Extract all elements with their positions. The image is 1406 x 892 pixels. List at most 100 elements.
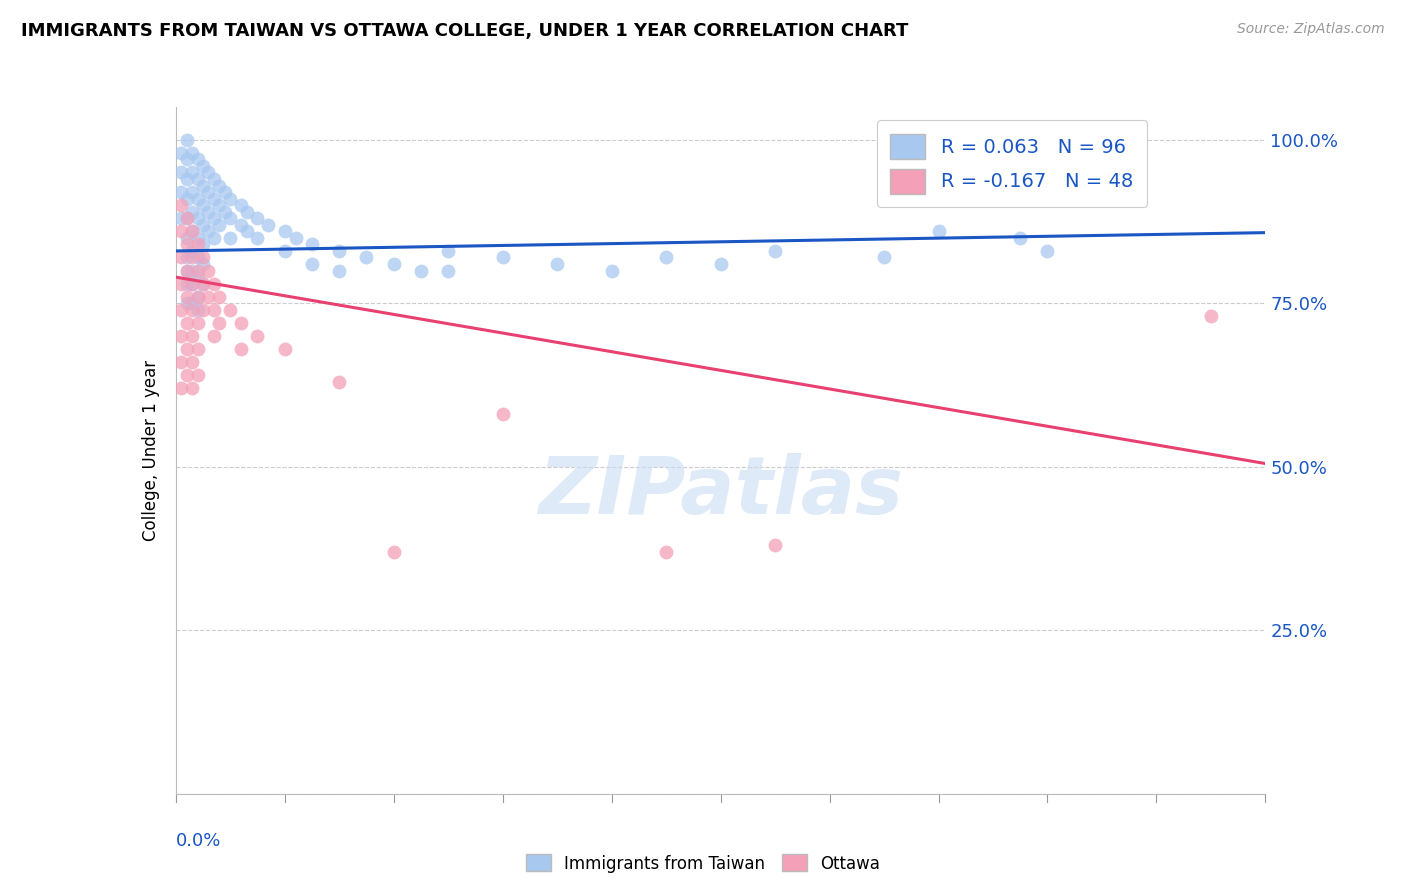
Point <box>437 263 460 277</box>
Point <box>176 368 198 383</box>
Point <box>197 165 219 179</box>
Point <box>274 244 297 258</box>
Point <box>328 263 350 277</box>
Point <box>246 231 269 245</box>
Point <box>191 251 214 265</box>
Point <box>170 224 193 238</box>
Point <box>186 290 209 304</box>
Point <box>170 277 193 291</box>
Point <box>1010 231 1032 245</box>
Point <box>928 224 950 238</box>
Point <box>655 251 678 265</box>
Point <box>246 211 269 226</box>
Point <box>231 198 253 212</box>
Point <box>186 290 209 304</box>
Point <box>181 263 204 277</box>
Point <box>197 185 219 199</box>
Point <box>181 165 204 179</box>
Point <box>181 204 204 219</box>
Point <box>181 251 204 265</box>
Point <box>176 263 198 277</box>
Point <box>186 302 209 317</box>
Point <box>208 290 231 304</box>
Point <box>246 329 269 343</box>
Point <box>186 237 209 252</box>
Point <box>202 302 225 317</box>
Point <box>170 185 193 199</box>
Point <box>170 198 193 212</box>
Point <box>202 231 225 245</box>
Point <box>191 218 214 232</box>
Point <box>186 231 209 245</box>
Point <box>197 204 219 219</box>
Point <box>328 375 350 389</box>
Text: 0.0%: 0.0% <box>176 831 221 850</box>
Point <box>382 257 405 271</box>
Point <box>274 342 297 356</box>
Point <box>176 192 198 206</box>
Point <box>176 277 198 291</box>
Point <box>176 342 198 356</box>
Point <box>181 355 204 369</box>
Point <box>186 251 209 265</box>
Point <box>186 263 209 277</box>
Point <box>301 257 323 271</box>
Point <box>186 316 209 330</box>
Point <box>181 277 204 291</box>
Point <box>235 224 257 238</box>
Legend: Immigrants from Taiwan, Ottawa: Immigrants from Taiwan, Ottawa <box>519 847 887 880</box>
Point <box>176 251 198 265</box>
Point <box>191 198 214 212</box>
Point <box>170 302 193 317</box>
Point <box>186 368 209 383</box>
Point <box>219 231 242 245</box>
Point <box>170 355 193 369</box>
Point <box>181 244 204 258</box>
Point <box>546 257 568 271</box>
Point <box>219 192 242 206</box>
Point <box>176 153 198 167</box>
Point <box>231 342 253 356</box>
Point <box>492 251 515 265</box>
Point <box>202 192 225 206</box>
Point <box>208 218 231 232</box>
Point <box>208 178 231 193</box>
Point <box>202 277 225 291</box>
Point <box>181 145 204 160</box>
Point <box>257 218 280 232</box>
Point <box>492 408 515 422</box>
Point <box>208 198 231 212</box>
Point <box>181 329 204 343</box>
Point <box>176 296 198 310</box>
Point <box>219 211 242 226</box>
Point <box>301 237 323 252</box>
Point <box>176 231 198 245</box>
Point <box>409 263 432 277</box>
Point <box>176 237 198 252</box>
Point <box>202 329 225 343</box>
Point <box>191 277 214 291</box>
Point <box>176 211 198 226</box>
Point <box>181 185 204 199</box>
Point <box>655 545 678 559</box>
Point <box>197 263 219 277</box>
Point <box>600 263 623 277</box>
Point <box>214 185 236 199</box>
Point <box>214 204 236 219</box>
Point <box>274 224 297 238</box>
Point <box>181 224 204 238</box>
Point <box>208 316 231 330</box>
Point <box>181 296 204 310</box>
Point <box>710 257 733 271</box>
Point <box>186 211 209 226</box>
Point <box>181 224 204 238</box>
Point <box>181 381 204 395</box>
Point <box>202 211 225 226</box>
Point <box>231 218 253 232</box>
Point <box>176 133 198 147</box>
Point <box>197 290 219 304</box>
Point <box>873 251 896 265</box>
Point <box>763 538 786 552</box>
Point <box>235 204 257 219</box>
Point <box>191 159 214 173</box>
